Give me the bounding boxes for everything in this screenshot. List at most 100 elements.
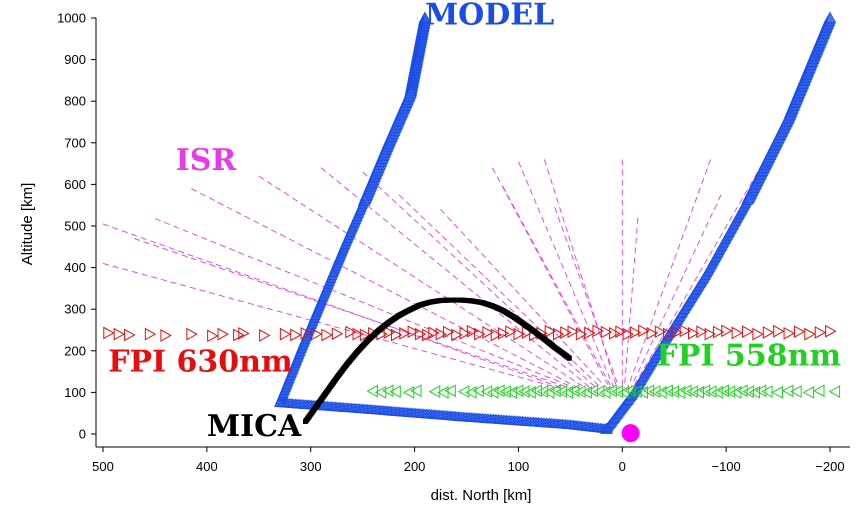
fpi-630nm-marker [592, 324, 604, 338]
fpi630-series [103, 324, 837, 343]
y-tick-label: 400 [64, 260, 86, 275]
fpi-558nm-marker [661, 384, 673, 398]
fpi-630nm-marker [103, 326, 115, 340]
x-ticks: 500 400 300 200 100 0 −100 −200 [92, 447, 845, 474]
fpi-630nm-marker [113, 327, 126, 341]
fpi-630nm-marker [331, 327, 344, 341]
y-tick-label: 700 [64, 135, 86, 150]
fpi-630nm-marker [383, 326, 396, 339]
fpi-630nm-marker [390, 328, 403, 342]
isr-beam [191, 188, 581, 390]
y-tick-label: 1000 [57, 11, 86, 26]
fpi-558nm-marker [444, 384, 456, 398]
fpi-630nm-marker [442, 325, 455, 339]
model-series [274, 11, 837, 434]
fpi-630nm-marker [544, 324, 557, 338]
x-tick-label: 300 [300, 459, 322, 474]
fpi-630nm-marker [474, 327, 486, 341]
fpi-630nm-marker [773, 324, 785, 338]
fpi-630nm-marker [451, 328, 463, 342]
fpi-630nm-marker [124, 328, 136, 342]
fpi-558nm-marker [761, 385, 773, 398]
fpi-630nm-marker [482, 326, 494, 339]
isr-beam [492, 167, 611, 389]
y-tick-label: 300 [64, 302, 86, 317]
isr-beam [554, 207, 620, 389]
y-ticks: 0 100 200 300 400 500 600 700 800 900 1000 [57, 11, 96, 442]
isr-beam [154, 218, 576, 389]
fpi-558nm-marker [802, 386, 815, 399]
fpi-630nm-marker [399, 326, 411, 340]
site-marker [621, 424, 640, 443]
x-tick-label: 100 [508, 459, 530, 474]
fpi-558nm-marker [549, 384, 561, 398]
fpi-630nm-marker [497, 326, 510, 340]
model-label: MODEL [425, 0, 554, 32]
y-tick-label: 800 [64, 94, 86, 109]
fpi-630nm-marker [513, 327, 525, 341]
fpi-630nm-marker [428, 326, 440, 340]
fpi-630nm-marker [435, 327, 448, 341]
fpi-558nm-marker [813, 384, 825, 398]
fpi558-series [366, 384, 841, 399]
fpi-630nm-marker [160, 329, 172, 342]
fpi-558nm-marker [742, 385, 754, 398]
fpi-630nm-marker [712, 325, 725, 339]
fpi-558nm-marker [630, 385, 642, 398]
fpi-558nm-marker [771, 386, 783, 399]
isr-beam [320, 167, 592, 389]
fpi-630nm-marker [279, 327, 292, 341]
fpi-630nm-marker [238, 326, 250, 340]
fpi-630nm-marker [321, 328, 333, 342]
fpi-558nm-marker [366, 384, 378, 398]
isr-beam [102, 263, 561, 389]
fpi-558nm-marker [680, 384, 692, 398]
fpi-558nm-marker [723, 385, 736, 398]
fpi-630nm-marker [459, 326, 471, 340]
fpi-630nm-marker [207, 329, 219, 343]
fpi-630nm-marker [615, 325, 627, 339]
fpi-558nm-marker [530, 384, 543, 398]
fpi-558nm-marker [736, 384, 748, 398]
fpi-630nm-marker [629, 326, 642, 339]
fpi-630nm-marker [186, 327, 198, 341]
fpi-630nm-marker [217, 327, 229, 341]
fpi-630nm-marker [311, 327, 323, 341]
fpi-558nm-marker [402, 386, 415, 399]
y-tick-label: 0 [79, 427, 86, 442]
fpi-630nm-marker [793, 325, 806, 339]
fpi-630nm-marker [600, 325, 613, 339]
fpi-630nm-marker [259, 329, 271, 342]
fpi-630nm-marker [654, 325, 667, 339]
fpi-630nm-marker [679, 324, 692, 338]
fpi-558nm-marker [574, 385, 586, 398]
isr-beam [543, 159, 618, 389]
isr-beam [630, 194, 722, 389]
fpi-630nm-marker [345, 325, 357, 339]
fpi-558nm-marker [717, 384, 729, 398]
fpi-630nm-marker [575, 327, 588, 341]
fpi-558nm-marker [511, 384, 524, 398]
fpi-630nm-marker [671, 326, 683, 339]
fpi-630nm-marker [638, 324, 650, 338]
fpi-630nm-marker [622, 327, 635, 341]
fpi-558nm-marker [611, 385, 624, 398]
fpi-630nm-marker [721, 324, 733, 338]
x-axis-label: dist. North [km] [431, 487, 532, 504]
x-tick-label: −200 [815, 459, 844, 474]
y-tick-label: 600 [64, 177, 86, 192]
isr-beam [632, 163, 763, 389]
model-marker [418, 11, 432, 23]
fpi-630nm-marker [663, 327, 675, 341]
model-marker [741, 195, 753, 206]
fpi-558nm-marker [389, 385, 401, 398]
fpi-558nm-marker [605, 384, 617, 398]
mica-marker [566, 355, 572, 361]
fpi-630nm-marker [804, 327, 816, 341]
fpi-630nm-marker [688, 326, 700, 340]
annotations: MODEL ISR FPI 630nm FPI 558nm MICA [108, 0, 841, 444]
fpi-558nm-marker [754, 384, 767, 398]
y-tick-label: 900 [64, 52, 86, 67]
fpi-558nm-marker [428, 385, 441, 398]
isr-beam [623, 217, 639, 389]
